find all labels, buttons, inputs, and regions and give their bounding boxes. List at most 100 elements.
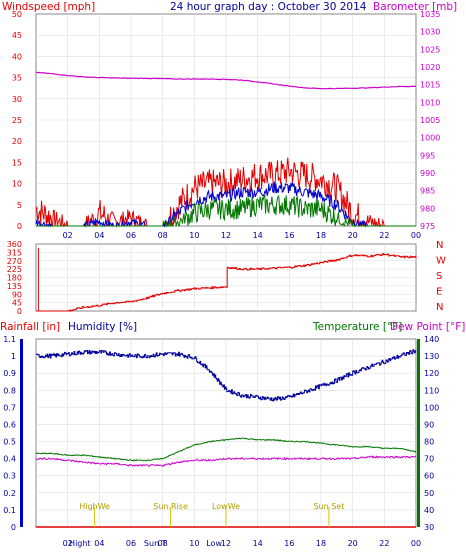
barometer-tick-label: 1035 — [420, 10, 440, 19]
thermo-x-tick-label: 08 — [158, 539, 168, 548]
direction-tick-label: 45 — [12, 299, 22, 308]
rain-tick-label: 0.5 — [3, 438, 16, 447]
temperature-tick-label: 30 — [424, 523, 434, 532]
barometer-tick-label: 1000 — [420, 134, 440, 143]
annotation-label: Sun Set — [313, 502, 344, 511]
wind-tick-label: 5 — [17, 201, 22, 210]
windspeed-label: Windspeed [mph] — [2, 1, 95, 13]
compass-label: S — [436, 271, 442, 282]
wind-x-tick-label: 10 — [189, 231, 199, 240]
direction-series — [36, 253, 417, 312]
barometer-tick-label: 1015 — [420, 81, 440, 90]
direction-tick-label: 315 — [7, 248, 22, 257]
rain-tick-label: 0.3 — [3, 472, 16, 481]
humidity-series — [36, 349, 417, 402]
direction-tick-label: 0 — [17, 307, 22, 316]
wind-x-tick-label: 06 — [126, 231, 136, 240]
humidity-axis-bar — [20, 339, 23, 527]
barometer-tick-label: 1030 — [420, 28, 440, 37]
wind-x-tick-label: 12 — [221, 231, 231, 240]
graph-title: 24 hour graph day : October 30 2014 — [170, 1, 367, 13]
rainfall-label: Rainfall [in] — [0, 321, 60, 333]
thermo-x-tick-label: 14 — [253, 539, 263, 548]
temperature-tick-label: 140 — [424, 335, 439, 344]
compass-label: N — [436, 240, 443, 251]
dewpoint-label: Dew Point [°F] — [390, 321, 465, 333]
thermo-x-tick-label: 06 — [126, 539, 136, 548]
annotation-label: HighWe — [79, 502, 110, 511]
direction-tick-label: 90 — [12, 290, 22, 299]
temperature-tick-label: 130 — [424, 352, 439, 361]
temperature-tick-label: 40 — [424, 506, 434, 515]
thermo-x-tick-label: 12 — [221, 539, 231, 548]
rain-tick-label: 0.1 — [3, 506, 16, 515]
temperature-series — [35, 437, 417, 462]
barometer-tick-label: 985 — [420, 187, 435, 196]
wind-tick-label: 15 — [12, 158, 22, 167]
barometer-tick-label: 990 — [420, 169, 435, 178]
wind-x-tick-label: 20 — [348, 231, 358, 240]
rain-tick-label: 1 — [11, 352, 16, 361]
barometer-series — [35, 71, 416, 90]
barometer-tick-label: 1020 — [420, 63, 440, 72]
wind-x-tick-label: 02 — [63, 231, 73, 240]
wind-tick-label: 25 — [12, 116, 22, 125]
barometer-tick-label: 975 — [420, 222, 435, 231]
temperature-tick-label: 110 — [424, 386, 439, 395]
thermo-x-tick-label: 18 — [316, 539, 326, 548]
wind-x-tick-label: 04 — [94, 231, 104, 240]
wind-tick-label: 45 — [12, 31, 22, 40]
direction-tick-label: 270 — [7, 257, 22, 266]
rain-tick-label: 0.2 — [3, 489, 16, 498]
temperature-tick-label: 90 — [424, 420, 434, 429]
thermo-x-tick-label: 00 — [411, 539, 421, 548]
wind-x-tick-label: 22 — [379, 231, 389, 240]
wind-tick-label: 50 — [12, 10, 22, 19]
x-axis-overlay-label: Low — [206, 539, 222, 548]
direction-tick-label: 180 — [7, 274, 22, 283]
wind-x-tick-label: 16 — [284, 231, 294, 240]
direction-tick-label: 360 — [7, 240, 22, 249]
wind-tick-label: 10 — [12, 180, 22, 189]
barometer-tick-label: 1025 — [420, 45, 440, 54]
x-axis-overlay-label: Sun T — [144, 539, 167, 548]
annotation-label: LowWe — [212, 502, 240, 511]
barometer-tick-label: 980 — [420, 204, 435, 213]
rain-tick-label: 0.8 — [3, 386, 16, 395]
wind-tick-label: 35 — [12, 74, 22, 83]
wind-tick-label: 0 — [17, 222, 22, 231]
barometer-label: Barometer [mb] — [373, 1, 457, 13]
compass-label: W — [436, 256, 446, 267]
thermo-x-tick-label: 10 — [189, 539, 199, 548]
direction-tick-label: 225 — [7, 265, 22, 274]
compass-label: E — [436, 287, 442, 298]
thermo-x-tick-label: 20 — [348, 539, 358, 548]
temperature-tick-label: 100 — [424, 403, 439, 412]
rain-tick-label: 1.1 — [3, 335, 16, 344]
dewpoint-series — [35, 455, 417, 468]
temperature-tick-label: 80 — [424, 438, 434, 447]
wind-x-tick-label: 18 — [316, 231, 326, 240]
temperature-tick-label: 70 — [424, 455, 434, 464]
wind-tick-label: 30 — [12, 95, 22, 104]
rain-tick-label: 0 — [11, 523, 16, 532]
rain-tick-label: 0.6 — [3, 420, 16, 429]
thermo-x-tick-label: 22 — [379, 539, 389, 548]
temperature-tick-label: 50 — [424, 489, 434, 498]
temperature-tick-label: 120 — [424, 369, 439, 378]
compass-label: N — [436, 302, 443, 313]
temperature-tick-label: 60 — [424, 472, 434, 481]
wind-tick-label: 40 — [12, 52, 22, 61]
wind-tick-label: 20 — [12, 137, 22, 146]
barometer-tick-label: 1005 — [420, 116, 440, 125]
wind-x-tick-label: 00 — [411, 231, 421, 240]
temperature-label: Temperature [°F] — [312, 321, 402, 333]
rain-tick-label: 0.9 — [3, 369, 16, 378]
rain-tick-label: 0.4 — [3, 455, 16, 464]
direction-tick-label: 135 — [7, 282, 22, 291]
temperature-axis-bar — [417, 339, 420, 527]
rain-tick-label: 0.7 — [3, 403, 16, 412]
humidity-label: Humidity [%] — [68, 321, 137, 333]
wind-x-tick-label: 14 — [253, 231, 263, 240]
